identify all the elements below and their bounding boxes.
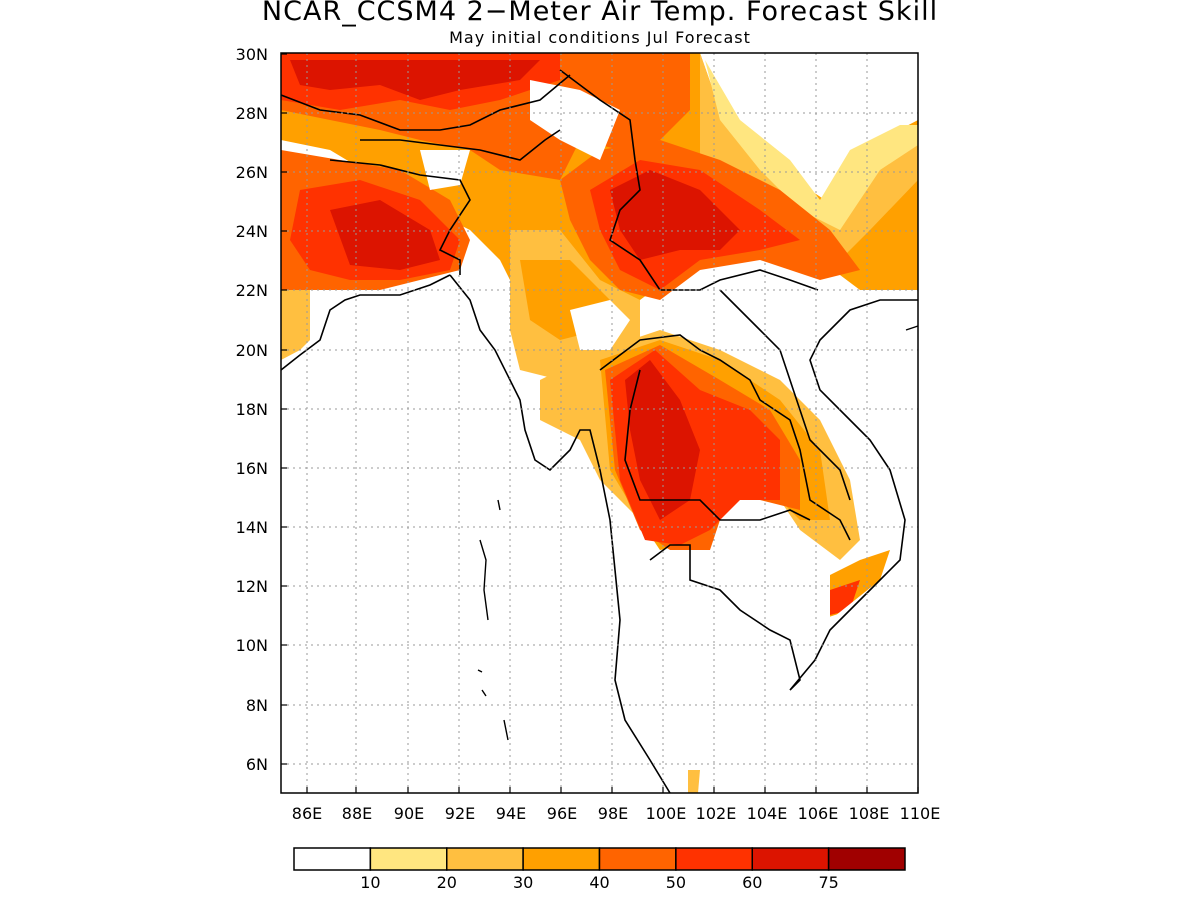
colorbar-label: 75	[818, 873, 838, 892]
skill-region-south-vietnam-c5	[830, 580, 860, 615]
skill-region-east-c6	[610, 170, 740, 260]
no-data-south-china-sea	[700, 290, 918, 793]
border-thailand-cambodia	[624, 369, 811, 521]
border-vietnam-laos	[719, 289, 851, 501]
hainan-island	[905, 325, 919, 331]
skill-region-north-c6	[290, 60, 540, 100]
border-india-bhutan	[360, 129, 561, 161]
skill-field	[281, 53, 918, 793]
lon-label: 110E	[900, 804, 941, 823]
islands	[477, 325, 919, 741]
coastline-myanmar	[449, 274, 671, 793]
colorbar-swatch	[675, 847, 753, 871]
colorbar-swatch	[827, 847, 906, 871]
map-title: NCAR_CCSM4 2−Meter Air Temp. Forecast Sk…	[261, 0, 939, 27]
coastline-gulf-of-thailand	[649, 299, 918, 691]
lat-label: 18N	[236, 400, 268, 419]
lon-label: 88E	[342, 804, 372, 823]
lon-label: 90E	[394, 804, 424, 823]
lat-label: 10N	[236, 636, 268, 655]
no-data-hole-myanmar	[570, 300, 630, 350]
border-india-nepal	[281, 74, 571, 131]
lon-label: 106E	[798, 804, 839, 823]
colorbar-swatch	[369, 847, 448, 871]
lat-label: 12N	[236, 577, 268, 596]
lat-label: 22N	[236, 281, 268, 300]
tick-marks	[281, 53, 919, 793]
lat-label: 16N	[236, 459, 268, 478]
lat-label: 6N	[246, 755, 268, 774]
no-data-bay-of-bengal	[281, 290, 640, 793]
lat-label: 8N	[246, 696, 268, 715]
colorbar-label: 60	[742, 873, 762, 892]
lon-label: 96E	[547, 804, 577, 823]
lat-label: 24N	[236, 222, 268, 241]
colorbar-label: 40	[589, 873, 609, 892]
lon-label: 86E	[292, 804, 322, 823]
colorbar-label: 50	[666, 873, 686, 892]
lon-label: 98E	[598, 804, 628, 823]
colorbar-label: 10	[360, 873, 380, 892]
map-subtitle: May initial conditions Jul Forecast	[449, 28, 751, 47]
grid-lines	[281, 53, 918, 793]
border-myanmar-thailand	[599, 334, 851, 541]
skill-region-thailand-c6	[625, 360, 700, 520]
colorbar-swatch	[522, 847, 601, 871]
lat-label: 26N	[236, 163, 268, 182]
lon-label: 100E	[646, 804, 687, 823]
colorbar-swatch	[446, 847, 524, 871]
colorbar-swatch	[751, 847, 830, 871]
lat-labels: 30N 28N 26N 24N 22N 20N 18N 16N 14N 12N …	[236, 45, 268, 774]
map-frame	[280, 52, 919, 794]
lon-label: 94E	[496, 804, 526, 823]
lat-label: 30N	[236, 45, 268, 64]
skill-region-north-c1	[705, 60, 918, 230]
lat-label: 28N	[236, 104, 268, 123]
lat-label: 20N	[236, 341, 268, 360]
no-data-gulf-of-thailand	[640, 530, 830, 793]
andaman-islands	[477, 499, 509, 741]
no-data-hole-tibet	[530, 80, 620, 160]
lon-label: 102E	[696, 804, 737, 823]
lon-label: 108E	[849, 804, 890, 823]
colorbar-label: 30	[513, 873, 533, 892]
colorbar-swatch	[598, 847, 677, 871]
lon-labels: 86E 88E 90E 92E 94E 96E 98E 100E 102E 10…	[292, 804, 941, 823]
lon-label: 104E	[747, 804, 788, 823]
skill-region-south-peninsula-c2	[688, 770, 700, 793]
lat-label: 14N	[236, 518, 268, 537]
colorbar: 10 20 30 40 50 60 75	[293, 847, 906, 892]
border-china-myanmar	[559, 69, 819, 291]
border-bangladesh	[329, 159, 471, 275]
colorbar-label: 20	[437, 873, 457, 892]
colorbar-swatch	[293, 847, 372, 871]
skill-region-bangladesh-c6	[330, 200, 440, 270]
lon-label: 92E	[445, 804, 475, 823]
